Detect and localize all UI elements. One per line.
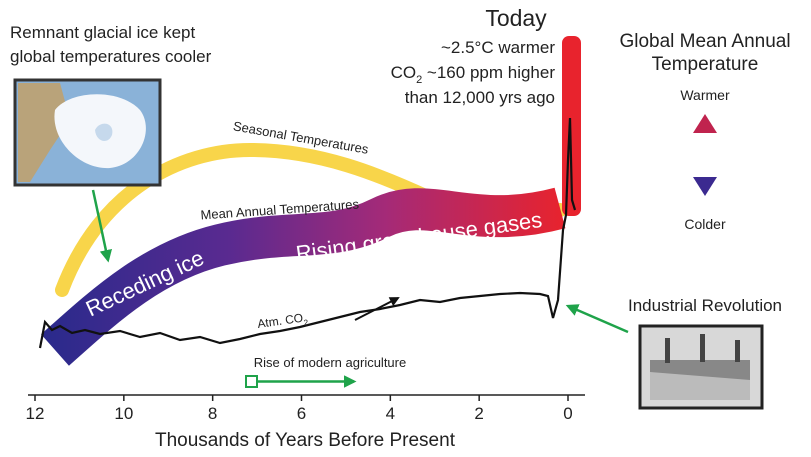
agriculture-start: [246, 376, 257, 387]
ice-note: Remnant glacial ice kept: [10, 23, 195, 42]
agriculture-label: Rise of modern agriculture: [254, 355, 406, 370]
axis-title: Thousands of Years Before Present: [155, 430, 456, 451]
x-tick-label: 0: [563, 404, 572, 423]
legend-title: Global Mean Annual: [619, 31, 790, 52]
x-tick-label: 12: [26, 404, 45, 423]
x-tick-label: 2: [474, 404, 483, 423]
infographic: 12 10 8 6 4 2 0 Thousands of Years Before Pres…: [0, 0, 811, 457]
co2-arrow: [355, 298, 398, 320]
industrial-arrow: [568, 306, 628, 332]
co2-prefix: CO: [391, 63, 417, 82]
colder-label: Colder: [684, 216, 726, 232]
x-tick-label: 6: [297, 404, 306, 423]
today-note: than 12,000 yrs ago: [405, 88, 555, 107]
x-tick-label: 8: [208, 404, 217, 423]
legend-title: Temperature: [652, 54, 759, 75]
co2-sub: 2: [303, 318, 309, 328]
ice-map: [15, 80, 160, 185]
warmer-label: Warmer: [680, 87, 730, 103]
x-ticks: 12 10 8 6 4 2 0: [26, 395, 573, 423]
today-note: CO2 ~160 ppm higher: [391, 63, 556, 86]
x-tick-label: 10: [114, 404, 133, 423]
warm-cold-arrow: [693, 114, 717, 196]
factory-image: [640, 326, 762, 408]
ice-note: global temperatures cooler: [10, 47, 212, 66]
industrial-label: Industrial Revolution: [628, 296, 782, 315]
today-title: Today: [485, 5, 547, 31]
today-note: ~2.5°C warmer: [441, 38, 555, 57]
x-tick-label: 4: [386, 404, 395, 423]
co2-rest: ~160 ppm higher: [422, 63, 555, 82]
